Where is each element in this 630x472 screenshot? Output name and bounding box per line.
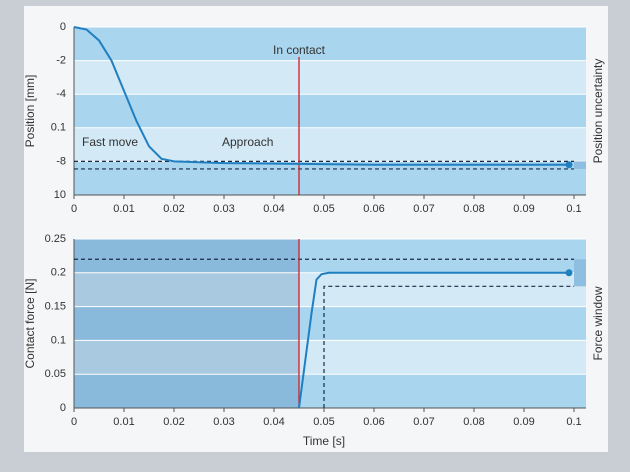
x-tick-label: 0.05 [313,416,334,428]
x-tick-label: 0.07 [413,203,434,215]
annotation: In contact [273,43,326,57]
x-tick-label: 0.06 [363,203,384,215]
x-tick-label: 0.02 [163,203,184,215]
uncertainty-bar [574,161,586,169]
x-tick-label: 0.02 [163,416,184,428]
band [74,27,586,61]
y-tick-label: -2 [56,55,66,67]
band [74,60,586,95]
x-tick-label: 0.04 [263,203,284,215]
y-tick-label: 0 [60,402,66,414]
contact-shade [74,239,299,408]
band [74,127,586,162]
y-tick-label: 0.25 [45,233,66,245]
y-tick-label: 0.15 [45,301,66,313]
x-tick-label: 0.06 [363,416,384,428]
x-tick-label: 0.08 [463,203,484,215]
x-tick-label: 0.08 [463,416,484,428]
band [74,374,586,408]
x-tick-label: 0.01 [113,416,134,428]
threshold-line [323,285,574,408]
x-tick-label: 0.04 [263,416,284,428]
band [74,161,586,195]
y-axis-label: Contact force [N] [23,278,37,368]
y-tick-label: 0.2 [51,267,66,279]
x-tick-label: 0.07 [413,416,434,428]
force-window-bar [574,259,586,287]
y-tick-label: 0.1 [51,334,66,346]
annotation: Approach [222,135,273,149]
x-tick-label: 0.01 [113,203,134,215]
x-tick-label: 0.03 [213,203,234,215]
y-axis-label: Position [mm] [23,75,37,148]
y-tick-label: -4 [56,88,66,100]
band [74,272,586,307]
x-axis-label: Time [s] [303,434,345,448]
band [74,239,586,273]
annotation: Fast move [82,135,138,149]
y-tick-label: 0.1 [51,122,66,134]
y-tick-label: 0.05 [45,368,66,380]
x-tick-label: 0.09 [513,203,534,215]
band [74,94,586,128]
end-point [565,269,573,277]
x-tick-label: 0.09 [513,416,534,428]
band [74,306,586,341]
x-tick-label: 0.05 [313,203,334,215]
end-point [565,161,573,169]
band [74,340,586,375]
data-line [73,26,569,166]
x-tick-label: 0 [71,416,77,428]
x-tick-label: 0.1 [566,416,581,428]
side-label: Force window [591,286,605,360]
y-tick-label: -8 [56,155,66,167]
x-tick-label: 0.1 [566,203,581,215]
x-tick-label: 0.03 [213,416,234,428]
x-tick-label: 0 [71,203,77,215]
data-line [298,271,569,409]
y-tick-label: 10 [54,189,66,201]
side-label: Position uncertainty [591,59,605,164]
y-tick-label: 0 [60,21,66,33]
